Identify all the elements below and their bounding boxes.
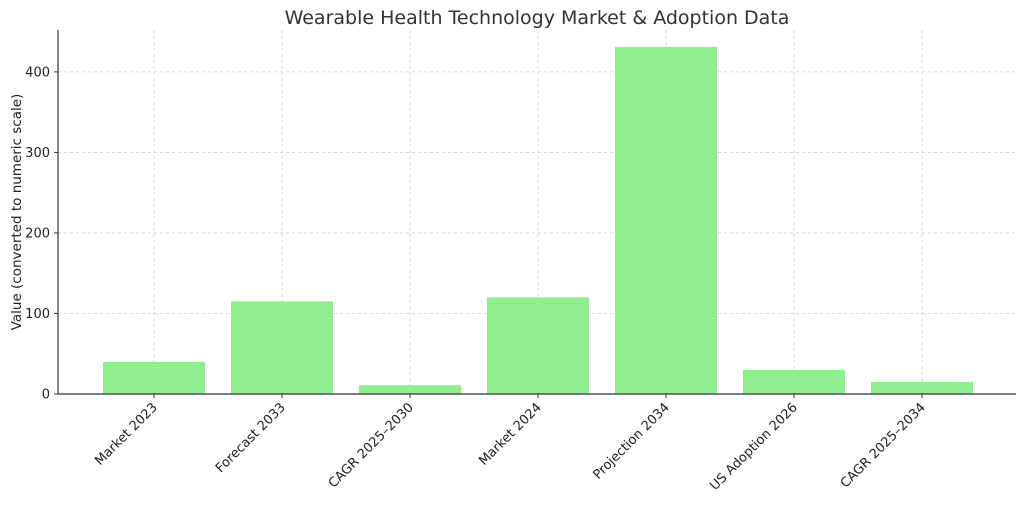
y-tick-label: 300 [25,146,50,161]
y-ticks: 0 100 200 300 400 [25,65,58,403]
x-tick-label: CAGR 2025–2030 [326,400,417,491]
y-tick-label: 400 [25,65,50,80]
x-ticks: Market 2023 Forecast 2033 CAGR 2025–2030 Ma… [92,394,929,494]
x-tick-label: Forecast 2033 [213,400,289,476]
bar [743,369,845,394]
bar [231,301,333,394]
y-tick-label: 100 [25,307,50,322]
bar [487,297,589,394]
x-tick-label: US Adoption 2026 [707,400,800,493]
bars [103,46,973,395]
x-tick-label: Market 2024 [476,400,545,469]
axes [57,30,1016,395]
chart-title: Wearable Health Technology Market & Adop… [285,7,790,29]
bar [359,385,461,394]
bar [103,361,205,394]
x-tick-label: Market 2023 [92,400,161,469]
bar [615,46,717,395]
y-tick-label: 0 [42,388,50,403]
x-tick-label: Projection 2034 [590,400,672,482]
y-tick-label: 200 [25,226,50,241]
y-axis-label: Value (converted to numeric scale) [9,94,25,331]
x-tick-label: CAGR 2025–2034 [838,400,929,491]
bar [871,381,973,394]
